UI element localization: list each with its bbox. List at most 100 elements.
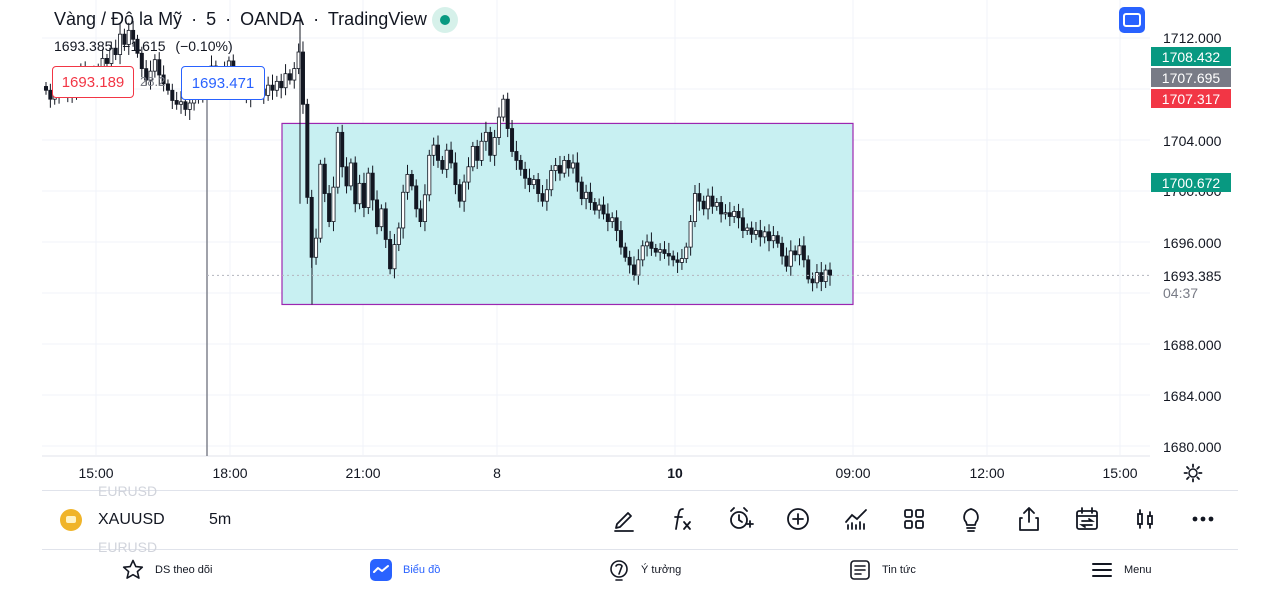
chart-icon — [370, 559, 392, 581]
candle-body — [414, 185, 419, 210]
chart-legend-title[interactable]: Vàng / Đô la Mỹ · 5 · OANDA · TradingVie… — [54, 9, 431, 30]
legend-separator: · — [313, 9, 320, 29]
candle-body — [340, 131, 345, 168]
candle-body — [719, 202, 724, 215]
candle-body — [126, 29, 131, 45]
nav-label: Ý tưởng — [641, 564, 682, 576]
candle-body — [113, 47, 118, 55]
legend-change-percent: (−0.10%) — [175, 38, 233, 54]
star-icon — [122, 559, 144, 579]
add-icon[interactable] — [783, 504, 813, 534]
menu-icon — [1092, 563, 1112, 577]
candle-body — [640, 245, 645, 261]
candle-body — [658, 249, 663, 253]
candle-body — [401, 191, 406, 229]
symbol-search-button[interactable]: XAUUSD — [98, 511, 165, 528]
time-axis-label: 09:00 — [835, 465, 871, 481]
bar-countdown: 04:37 — [1163, 285, 1199, 301]
nav-watchlist[interactable]: DS theo dõi — [121, 557, 212, 583]
candle-body — [771, 235, 776, 242]
time-axis-label: 10 — [667, 465, 683, 481]
price-axis-label: 1680.000 — [1163, 439, 1222, 455]
candle-body — [322, 163, 327, 194]
nav-news[interactable]: Tin tức — [848, 557, 916, 583]
candle-body — [479, 140, 484, 161]
candle-body — [174, 100, 179, 105]
candle-body — [557, 165, 562, 174]
candle-body — [165, 83, 170, 91]
price-chart[interactable] — [0, 0, 1280, 491]
time-axis-label: 12:00 — [969, 465, 1005, 481]
sell-price-button[interactable]: 1693.189 — [52, 66, 134, 98]
chart-area[interactable]: Vàng / Đô la Mỹ · 5 · OANDA · TradingVie… — [0, 0, 1280, 491]
candle-body — [649, 241, 654, 249]
function-icon[interactable] — [667, 504, 697, 534]
candle-body — [801, 245, 806, 261]
time-axis-label: 15:00 — [78, 465, 114, 481]
candle-body — [623, 246, 628, 258]
buy-price-button[interactable]: 1693.471 — [181, 66, 265, 100]
share-icon[interactable] — [1014, 504, 1044, 534]
candle-body — [828, 269, 833, 276]
legend-exchange: OANDA — [240, 9, 305, 29]
candle-body — [662, 249, 667, 254]
alert-icon[interactable] — [725, 504, 755, 534]
fullscreen-icon[interactable] — [1119, 7, 1145, 33]
nav-menu[interactable]: Menu — [1090, 557, 1152, 583]
candle-body — [266, 84, 271, 96]
market-open-status-icon[interactable] — [432, 7, 458, 33]
pencil-icon[interactable] — [609, 504, 639, 534]
candle-body — [483, 131, 488, 142]
candle-body — [118, 33, 123, 55]
idea-icon[interactable] — [956, 504, 986, 534]
candle-body — [475, 145, 480, 161]
price-axis-label: 1712.000 — [1163, 30, 1222, 46]
price-axis-label: 1704.000 — [1163, 133, 1222, 149]
indicators-icon[interactable] — [841, 504, 871, 534]
candle-body — [144, 68, 149, 81]
candle-body — [335, 131, 340, 188]
candle-body — [740, 217, 745, 231]
candle-body — [179, 101, 184, 105]
candle-body — [697, 193, 702, 202]
candle-body — [518, 159, 523, 170]
candle-type-icon[interactable] — [1130, 504, 1160, 534]
chart-toolbar: EURUSD EURUSD XAUUSD 5m — [42, 483, 1238, 555]
candle-body — [536, 179, 541, 194]
gold-bars-icon[interactable] — [60, 509, 82, 531]
compare-icon[interactable] — [1072, 504, 1102, 534]
spread-value: 28.2 — [140, 74, 166, 89]
candle-body — [361, 182, 366, 208]
candle-body — [161, 74, 166, 85]
candle-body — [732, 210, 737, 217]
nav-ideas[interactable]: Ý tưởng — [607, 557, 681, 583]
time-axis-label: 8 — [493, 465, 501, 481]
candle-body — [636, 259, 641, 276]
candle-body — [279, 80, 284, 89]
nav-chart[interactable]: Biểu đồ — [369, 557, 440, 583]
gear-icon[interactable] — [1183, 463, 1203, 483]
price-tag-low: 1707.317 — [1151, 89, 1231, 108]
rectangle-drawing — [281, 122, 854, 306]
nav-label: Tin tức — [882, 564, 916, 576]
candle-body — [383, 208, 388, 240]
candle-body — [435, 144, 440, 161]
candle-body — [610, 217, 615, 222]
layout-icon[interactable] — [899, 504, 929, 534]
candle-body — [470, 145, 475, 168]
candle-body — [353, 162, 358, 205]
price-tag-level: 1700.672 — [1151, 173, 1231, 192]
candle-body — [758, 230, 763, 238]
candle-body — [688, 221, 693, 248]
candle-body — [819, 272, 824, 282]
candle-body — [305, 103, 310, 198]
candle-body — [453, 162, 458, 186]
candle-body — [553, 165, 558, 171]
more-icon[interactable] — [1188, 504, 1218, 534]
candle-body — [183, 101, 188, 110]
interval-button[interactable]: 5m — [209, 511, 232, 528]
candle-body — [462, 181, 467, 202]
candle-body — [348, 162, 353, 187]
time-axis-label: 15:00 — [1102, 465, 1138, 481]
candle-body — [592, 202, 597, 211]
